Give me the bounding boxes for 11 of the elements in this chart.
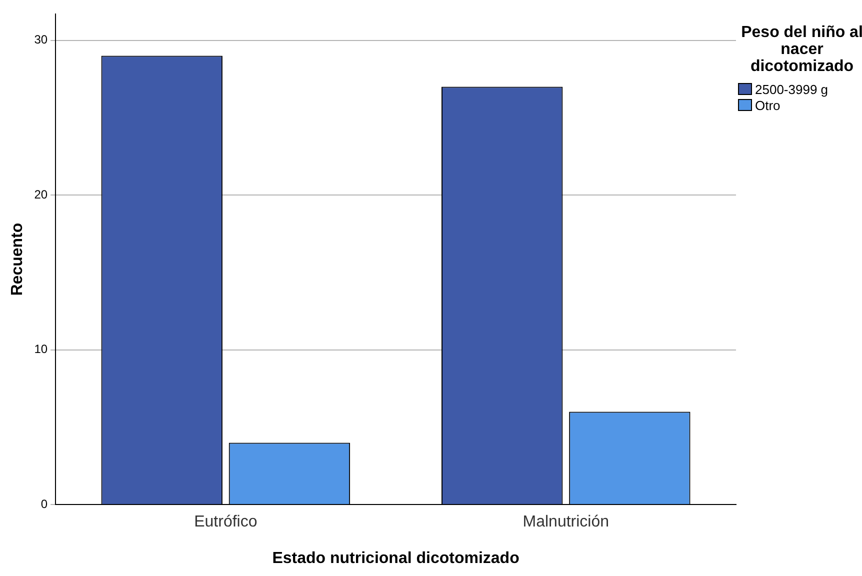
y-tick-label: 30 [34, 32, 48, 47]
legend-label: Otro [755, 98, 780, 112]
y-axis-title: Recuento [9, 222, 26, 296]
x-axis-title: Estado nutricional dicotomizado [272, 550, 520, 567]
x-tick-label: Eutrófico [194, 514, 258, 531]
y-tick-label: 20 [34, 187, 48, 202]
y-tick-label: 0 [40, 496, 48, 511]
x-tick-label: Malnutrición [522, 514, 610, 531]
y-tick-label: 10 [34, 342, 48, 356]
legend-label: 2500-3999 g [755, 82, 828, 96]
legend-title: Peso del niño al nacer dicotomizado [740, 24, 862, 75]
